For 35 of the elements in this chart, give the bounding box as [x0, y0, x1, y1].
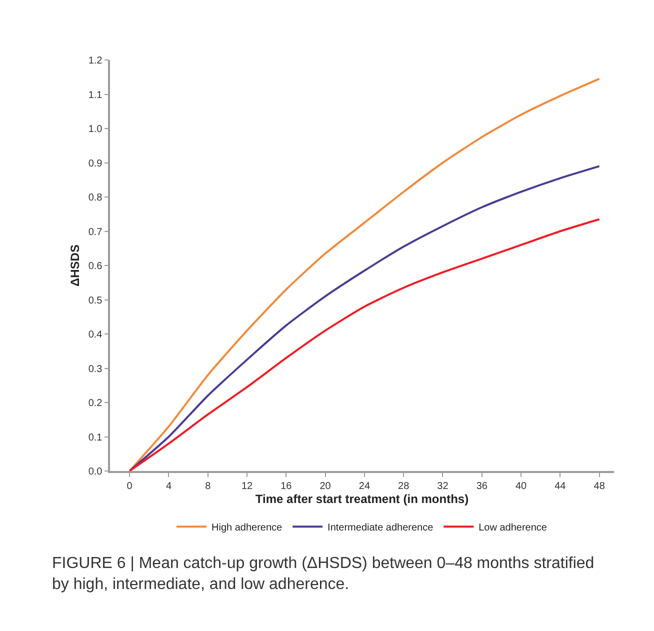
y-axis-title: ΔHSDS	[68, 244, 82, 286]
x-tick-label: 8	[205, 480, 212, 492]
x-tick-label: 0	[126, 480, 133, 492]
x-tick-label: 44	[554, 480, 566, 492]
x-tick-label: 20	[320, 480, 332, 492]
y-tick-label: 1.2	[88, 56, 103, 66]
y-tick-label: 0.1	[88, 432, 103, 444]
y-tick-label: 0.7	[88, 226, 103, 238]
x-tick-label: 48	[594, 480, 606, 492]
legend-label: High adherence	[212, 522, 283, 534]
y-tick-label: 0.5	[88, 295, 103, 306]
x-tick-label: 32	[437, 480, 449, 492]
y-tick-label: 1.1	[88, 90, 103, 101]
y-tick-label: 0.8	[88, 192, 103, 204]
x-tick-label: 4	[166, 480, 172, 492]
x-tick-label: 36	[476, 480, 488, 492]
line-series	[128, 218, 600, 471]
x-tick-label: 40	[515, 480, 528, 492]
x-tick-label: 16	[280, 480, 292, 492]
y-tick-label: 0.2	[88, 398, 103, 409]
caption: FIGURE 6 | Mean catch-up growth (ΔHSDS) between 0–48 months stratified by high, intermediate, and low adherence.	[52, 555, 594, 593]
x-tick-label: 12	[241, 480, 254, 492]
x-axis-title: Time after start treatment (in months)	[255, 492, 469, 506]
x-tick-label: 24	[358, 480, 370, 492]
x-tick-label: 28	[398, 480, 410, 492]
legend-label: Low adherence	[478, 522, 548, 534]
y-tick-label: 0.6	[88, 261, 103, 272]
y-tick-label: 1.0	[88, 124, 103, 135]
legend-label: Intermediate adherence	[328, 522, 434, 534]
y-tick-label: 0.9	[88, 158, 103, 170]
y-tick-label: 0.3	[88, 364, 103, 375]
line-series	[128, 165, 600, 471]
y-tick-label: 0.4	[88, 330, 103, 340]
y-tick-label: 0.0	[88, 466, 103, 478]
line-series	[128, 78, 600, 471]
